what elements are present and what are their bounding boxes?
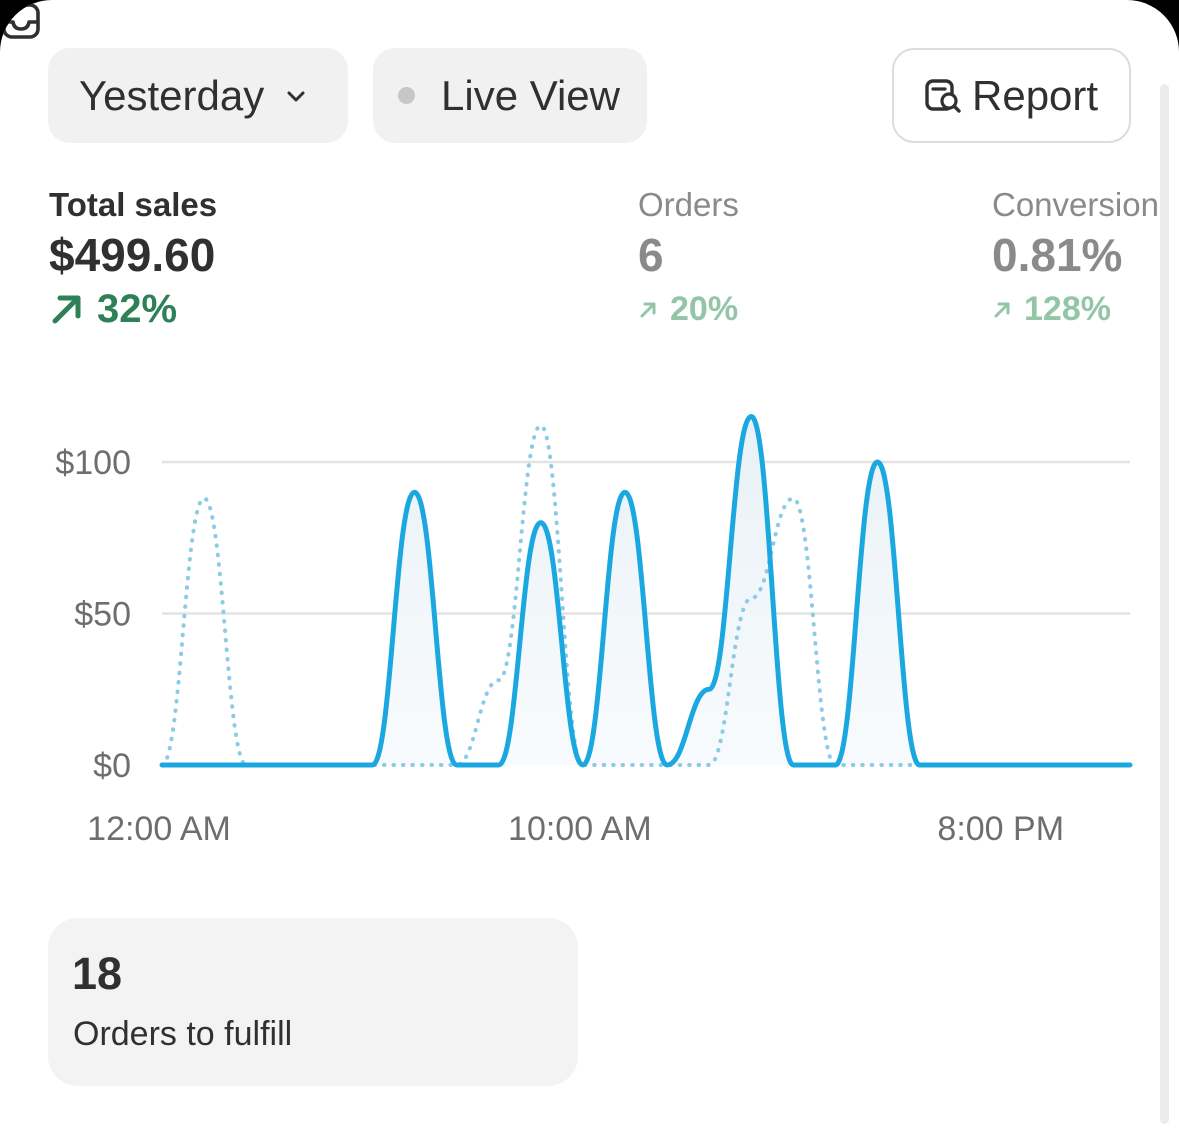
x-tick-label: 8:00 PM [937, 810, 1064, 848]
live-view-label: Live View [441, 71, 620, 119]
metric-total-sales[interactable]: Total sales $499.60 32% [49, 184, 217, 334]
total-sales-change: 32% [49, 284, 217, 334]
conversion-value: 0.81% [992, 229, 1123, 281]
report-button[interactable]: Report [892, 48, 1131, 143]
arrow-up-right-icon [994, 302, 1010, 318]
orders-change-value: 20% [670, 290, 739, 328]
chevron-down-icon [287, 91, 305, 101]
total-sales-change-value: 32% [97, 287, 178, 331]
sales-chart[interactable]: $0 $50 $100 12:00 AM 10:00 AM 8:00 PM [0, 380, 1179, 860]
x-tick-label: 12:00 AM [87, 810, 231, 848]
orders-to-fulfill-count: 18 [72, 948, 123, 999]
y-tick-label: $50 [74, 596, 131, 634]
period-selector-label: Yesterday [79, 71, 265, 119]
orders-to-fulfill-card[interactable]: 18 Orders to fulfill [48, 918, 578, 1086]
arrow-up-right-icon [640, 302, 656, 318]
orders-to-fulfill-label: Orders to fulfill [73, 1015, 293, 1053]
orders-label: Orders [638, 186, 739, 223]
arrow-up-right-icon [52, 295, 81, 324]
inbox-icon [2, 3, 40, 39]
orders-value: 6 [638, 229, 664, 281]
series-line-current [159, 414, 1133, 768]
live-view-button[interactable]: Live View [373, 48, 647, 143]
orders-change: 20% [638, 284, 739, 334]
scrollbar[interactable] [1160, 84, 1169, 1124]
conversion-label: Conversion [992, 186, 1159, 223]
y-tick-label: $0 [93, 747, 131, 785]
total-sales-value: $499.60 [49, 229, 216, 281]
period-selector[interactable]: Yesterday [48, 48, 348, 143]
live-status-dot [398, 87, 415, 104]
series-area [162, 416, 1130, 765]
conversion-change-value: 128% [1024, 290, 1111, 328]
report-label: Report [972, 71, 1099, 119]
metric-orders[interactable]: Orders 6 20% [638, 184, 739, 334]
report-search-icon [925, 78, 961, 113]
metric-conversion[interactable]: Conversion 0.81% 128% [992, 184, 1159, 334]
conversion-change: 128% [992, 284, 1159, 334]
y-tick-label: $100 [55, 444, 131, 482]
total-sales-label: Total sales [49, 186, 218, 223]
x-tick-label: 10:00 AM [508, 810, 652, 848]
